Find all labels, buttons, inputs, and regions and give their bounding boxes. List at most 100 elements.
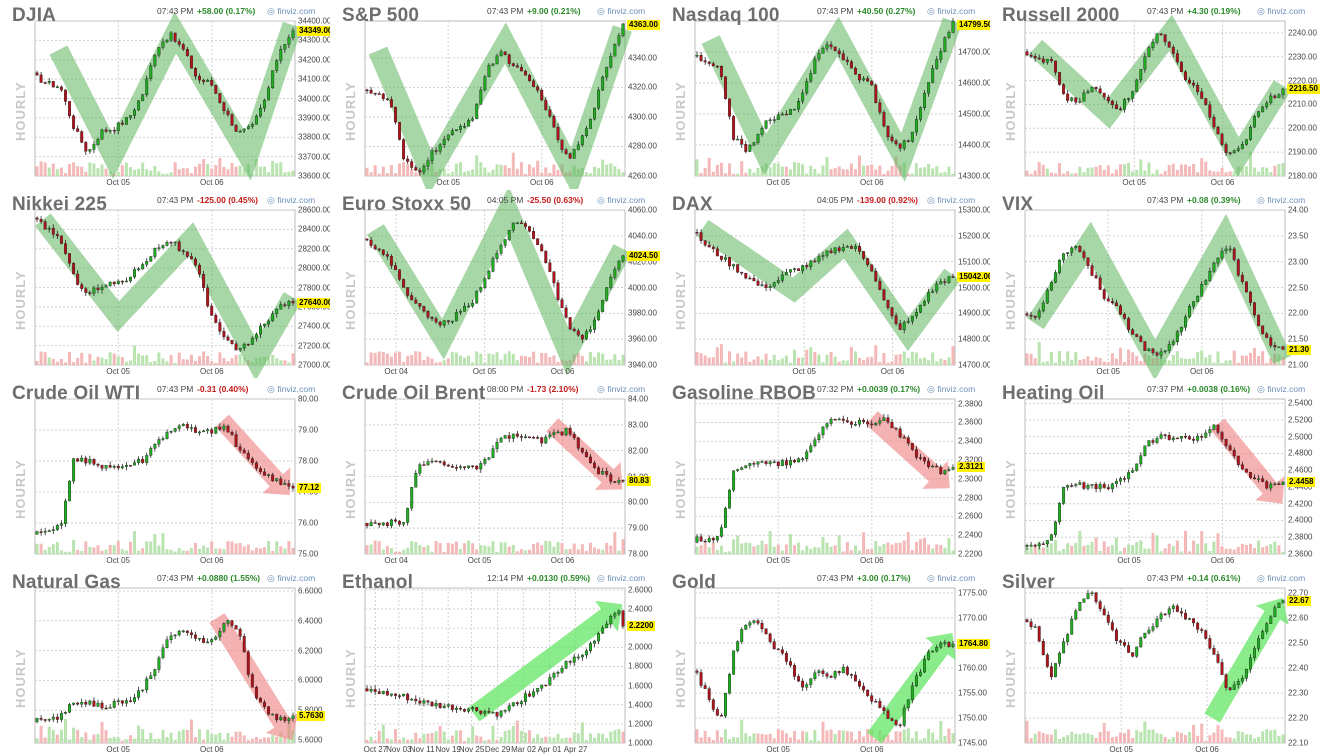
finviz-logo[interactable]: ◎ finviz.com [927,6,975,17]
volume-bar [902,351,906,365]
candle [1220,247,1224,261]
candle [189,252,193,260]
finviz-logo[interactable]: ◎ finviz.com [1257,573,1305,584]
chart-panel-djia[interactable]: 34400.00 34300.00 34200.00 34100.00 34000.00… [1,1,330,189]
candle [524,221,527,230]
finviz-logo[interactable]: ◎ finviz.com [597,573,645,584]
candle [369,686,373,694]
candle [450,320,454,325]
finviz-logo[interactable]: ◎ finviz.com [927,573,975,584]
volume-bar [568,548,572,554]
finviz-logo[interactable]: ◎ finviz.com [267,6,315,17]
candle [536,238,540,245]
candle [1188,434,1191,441]
chart-panel-natural-gas[interactable]: 6.60006.40006.20006.00005.80005.6000Oct … [1,568,330,756]
chart-panel-vix[interactable]: 24.00 23.50 23.00 22.50 22.00 21.50 21.00 Oct 0… [991,190,1320,378]
candle [246,449,250,461]
volume-bar [35,543,39,554]
volume-bar [756,167,760,176]
candle [1236,258,1240,278]
x-tick-label: Oct 06 [880,367,905,376]
volume-bar [593,547,597,554]
finviz-logo[interactable]: ◎ finviz.com [267,573,315,584]
volume-bar [369,736,373,743]
volume-bar [92,360,96,365]
candle [389,254,393,269]
volume-bar [576,353,580,365]
candle [1082,249,1086,261]
candle [1070,482,1074,488]
chart-panel-gold[interactable]: 1775.001770.001765.001760.001755.001750.… [661,568,990,756]
chart-panel-russell-2000[interactable]: 2240.00 2230.00 2220.00 2210.00 2200.00 2190.… [991,1,1320,189]
candle [1220,132,1224,147]
finviz-logo[interactable]: ◎ finviz.com [267,384,315,395]
y-tick-label: 6.6000 [298,586,323,596]
candle [1078,97,1082,104]
chart-panel-heating-oil[interactable]: 2.54002.52002.50002.48002.46002.44002.42… [991,379,1320,567]
volume-bar [866,165,870,176]
candle [291,482,295,492]
candle [394,106,397,125]
candle [181,42,185,52]
candle [1082,598,1086,603]
volume-bar [254,737,258,743]
finviz-logo[interactable]: ◎ finviz.com [1257,6,1305,17]
finviz-logo[interactable]: ◎ finviz.com [1257,195,1305,206]
volume-bar [1171,354,1175,365]
volume-bar [1033,733,1037,743]
candle [1175,603,1179,613]
chart-panel-ethanol[interactable]: 2.60002.40002.20002.00001.80001.60001.40… [331,568,660,756]
candle [1236,678,1240,689]
finviz-logo[interactable]: ◎ finviz.com [927,384,975,395]
candle [145,452,149,466]
candle [1236,455,1240,468]
candle [841,415,845,424]
volume-bar [1082,172,1086,176]
volume-bar [1037,341,1041,365]
volume-bar [495,551,499,554]
timeframe-label: HOURLY [1003,459,1018,519]
finviz-logo[interactable]: ◎ finviz.com [597,384,645,395]
volume-bar [1098,731,1102,743]
candle [267,706,271,716]
candle [1123,97,1126,113]
chart-panel-silver[interactable]: 22.70 22.60 22.50 22.40 22.30 22.20 22.10 Oct 0… [991,568,1320,756]
candle [246,650,250,678]
chart-panel-dax[interactable]: 15300.00 15200.00 15100.00 15000.00 14900.00… [661,190,990,378]
volume-bar [193,737,197,743]
finviz-logo[interactable]: ◎ finviz.com [597,195,645,206]
chart-panel-nikkei-225[interactable]: 28600.00 28400.00 28200.00 28000.00 27800.00… [1,190,330,378]
volume-bar [931,548,935,554]
volume-bar [1236,362,1240,365]
volume-bar [495,739,499,743]
volume-bar [1098,358,1102,365]
candle [1151,347,1155,356]
finviz-logo[interactable]: ◎ finviz.com [267,195,315,206]
volume-bar [947,537,951,554]
finviz-logo[interactable]: ◎ finviz.com [927,195,975,206]
volume-bar [1183,164,1187,176]
volume-bar [100,550,104,554]
candle [511,702,515,707]
candle [732,470,736,493]
panel-time: 07:32 PM [817,384,854,394]
candle [605,66,609,81]
volume-bar [772,354,776,365]
chart-panel-s-p-500[interactable]: 4340.00 4320.00 4300.00 4280.00 4260.00 Oct 0… [331,1,660,189]
volume-bar [1188,551,1192,554]
candle [878,277,882,291]
volume-bar [894,731,898,743]
candle [825,41,829,52]
chart-panel-nasdaq-100[interactable]: 14700.00 14600.00 14500.00 14400.00 14300.00… [661,1,990,189]
volume-bar [96,168,100,176]
finviz-logo[interactable]: ◎ finviz.com [1257,384,1305,395]
last-price-badge: 2.4458 [1287,477,1316,488]
chart-panel-euro-stoxx-50[interactable]: 4060.00 4040.00 4020.00 4000.00 3980.00 3960.… [331,190,660,378]
chart-panel-gasoline-rbob[interactable]: 2.3800 2.3600 2.3400 2.3200 2.3000 2.2800 2.26… [661,379,990,567]
volume-bar [84,732,88,743]
finviz-logo[interactable]: ◎ finviz.com [597,6,645,17]
candle [1127,316,1131,333]
candle [548,431,552,440]
